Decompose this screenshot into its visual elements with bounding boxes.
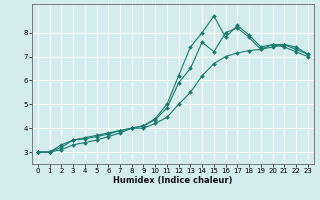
X-axis label: Humidex (Indice chaleur): Humidex (Indice chaleur): [113, 176, 233, 185]
